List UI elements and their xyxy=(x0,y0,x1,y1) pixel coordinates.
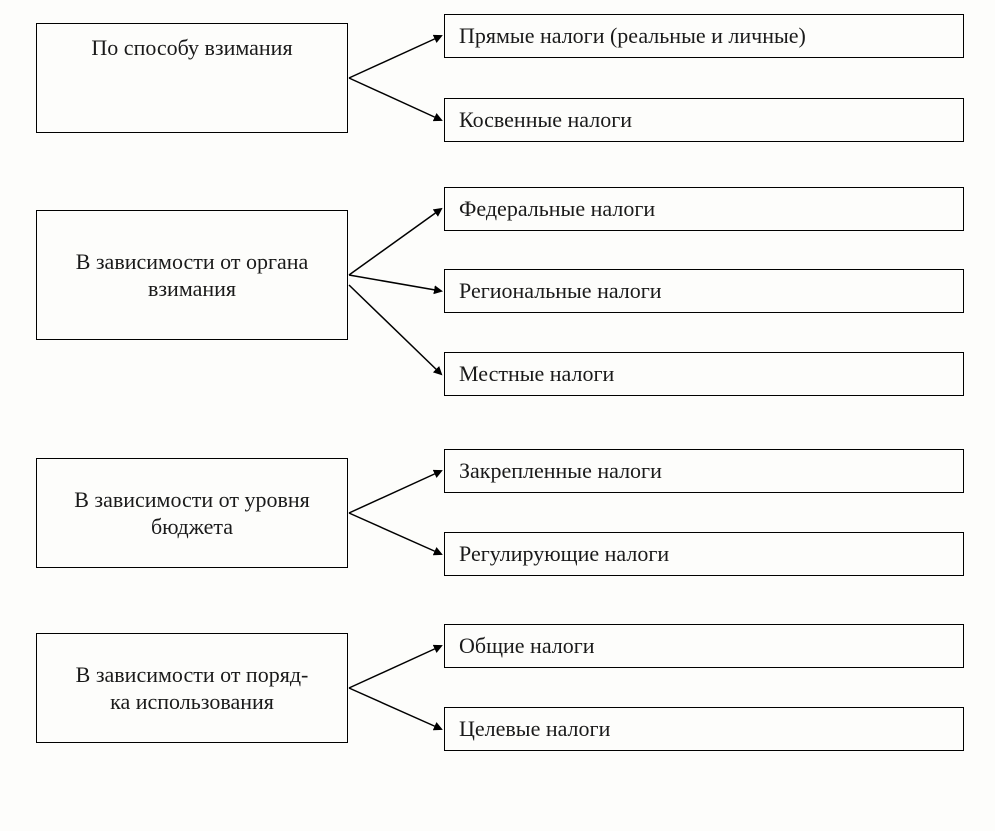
category-label-4: В зависимости от поряд- ка использования xyxy=(76,661,309,716)
arrow-2-2 xyxy=(349,275,441,291)
item-box-4-1: Общие налоги xyxy=(444,624,964,668)
item-box-3-2: Регулирующие налоги xyxy=(444,532,964,576)
arrow-2-1 xyxy=(349,209,441,275)
item-label-2-2: Региональные налоги xyxy=(459,277,662,305)
item-label-3-2: Регулирующие налоги xyxy=(459,540,669,568)
arrow-4-2 xyxy=(349,688,441,729)
category-label-3: В зависимости от уровня бюджета xyxy=(47,486,337,541)
item-box-2-3: Местные налоги xyxy=(444,352,964,396)
category-box-3: В зависимости от уровня бюджета xyxy=(36,458,348,568)
item-label-1-1: Прямые налоги (реальные и личные) xyxy=(459,22,806,50)
item-box-1-2: Косвенные налоги xyxy=(444,98,964,142)
category-box-4: В зависимости от поряд- ка использования xyxy=(36,633,348,743)
category-label-1: По способу взимания xyxy=(91,34,292,62)
item-box-3-1: Закрепленные налоги xyxy=(444,449,964,493)
item-label-3-1: Закрепленные налоги xyxy=(459,457,662,485)
category-box-2: В зависимости от органа взимания xyxy=(36,210,348,340)
arrow-2-3 xyxy=(349,285,441,374)
item-label-2-3: Местные налоги xyxy=(459,360,614,388)
item-label-4-1: Общие налоги xyxy=(459,632,595,660)
item-box-2-2: Региональные налоги xyxy=(444,269,964,313)
item-box-2-1: Федеральные налоги xyxy=(444,187,964,231)
arrow-4-1 xyxy=(349,646,441,688)
arrow-3-1 xyxy=(349,471,441,513)
item-label-4-2: Целевые налоги xyxy=(459,715,610,743)
item-label-2-1: Федеральные налоги xyxy=(459,195,655,223)
arrow-1-2 xyxy=(349,78,441,120)
category-box-1: По способу взимания xyxy=(36,23,348,133)
item-box-4-2: Целевые налоги xyxy=(444,707,964,751)
arrow-1-1 xyxy=(349,36,441,78)
item-label-1-2: Косвенные налоги xyxy=(459,106,632,134)
category-label-2: В зависимости от органа взимания xyxy=(47,248,337,303)
item-box-1-1: Прямые налоги (реальные и личные) xyxy=(444,14,964,58)
arrow-3-2 xyxy=(349,513,441,554)
